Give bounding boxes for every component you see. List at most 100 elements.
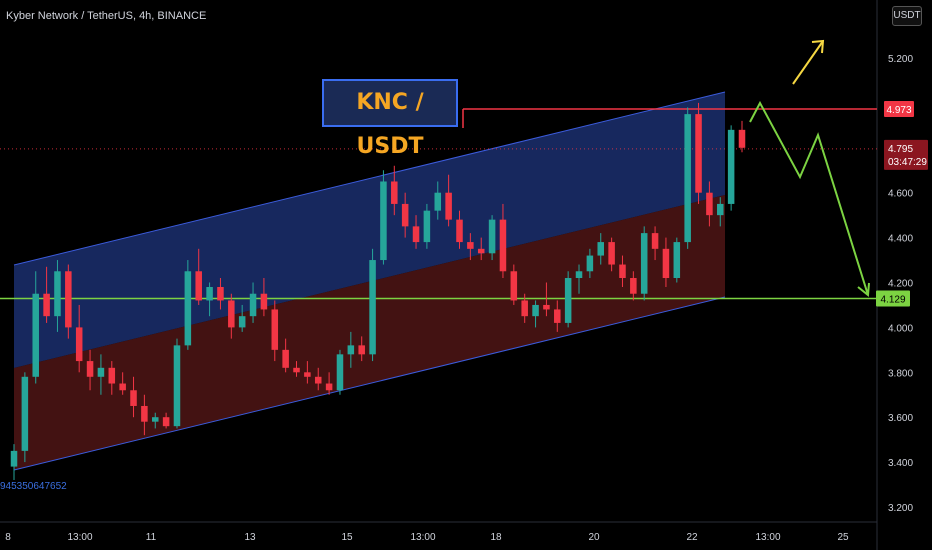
candle-body — [380, 181, 387, 261]
candle-body — [727, 129, 735, 204]
candle-body — [43, 293, 50, 317]
projection-path — [749, 100, 869, 296]
candle-body — [630, 278, 637, 294]
candle-body — [640, 233, 648, 294]
time-tick-label: 22 — [686, 532, 698, 543]
candles — [10, 102, 746, 481]
price-scale[interactable]: 5.200 4.600 4.400 4.200 4.000 3.800 3.600 3.400… — [888, 6, 921, 514]
candle-body — [575, 271, 583, 279]
price-tick-label: 3.200 — [888, 503, 913, 514]
price-tick-label: 4.200 — [888, 279, 913, 290]
symbol-header: Kyber Network / TetherUS, 4h, BINANCE — [6, 10, 207, 22]
candle-body — [141, 405, 148, 422]
price-tick-label: 3.600 — [888, 413, 913, 424]
candle-body — [456, 219, 463, 243]
resistance-price-tag — [884, 100, 914, 117]
candle-body — [162, 417, 170, 427]
candle-body — [706, 192, 713, 216]
time-tick-label: 13:00 — [410, 532, 435, 543]
currency-button[interactable]: USDT — [892, 6, 922, 26]
candle-body — [119, 383, 126, 391]
grid — [0, 0, 878, 550]
candle-body — [206, 286, 213, 301]
candle-body — [738, 129, 746, 148]
candle-body — [228, 300, 235, 328]
time-tick-label: 18 — [490, 532, 502, 543]
candle-body — [477, 248, 485, 254]
time-tick-label: 13:00 — [755, 532, 780, 543]
candle-body — [434, 192, 442, 211]
bottom-id-label: 9453506476​52 — [0, 481, 67, 492]
bullish-arrow — [792, 40, 824, 85]
candle-body — [673, 242, 681, 279]
candle-body — [532, 304, 539, 317]
candle-body — [412, 226, 420, 243]
price-tick-label: 4.000 — [888, 323, 913, 334]
candle-body — [249, 293, 257, 317]
time-tick-label: 25 — [837, 532, 849, 543]
last-price-label: 4.795 — [888, 144, 913, 155]
candle-body — [65, 271, 72, 328]
candle-body — [21, 376, 29, 451]
time-tick-label: 15 — [341, 532, 353, 543]
candle-body — [717, 203, 724, 216]
time-axis[interactable]: 8 13:00 11 13 15 13:00 18 20 22 13:00 25 — [5, 532, 849, 543]
countdown-label: 03:47:29 — [888, 157, 927, 168]
time-tick-label: 13 — [244, 532, 256, 543]
candle-body — [391, 181, 398, 204]
time-tick-label: 20 — [588, 532, 600, 543]
pair-annotation: KNC / USDT — [322, 79, 458, 159]
candle-body — [445, 192, 452, 220]
candle-body — [75, 327, 83, 362]
price-tick-label: 3.400 — [888, 458, 913, 469]
candle-body — [488, 219, 496, 254]
candle-body — [347, 345, 355, 355]
candle-body — [238, 316, 246, 328]
candle-body — [151, 417, 159, 422]
candle-body — [173, 345, 181, 427]
candle-body — [543, 304, 550, 310]
candle-body — [564, 278, 572, 323]
candle-body — [358, 345, 365, 355]
candle-body — [608, 242, 615, 265]
candle-body — [336, 354, 344, 391]
candle-body — [521, 300, 528, 317]
candle-body — [499, 219, 507, 272]
candle-body — [293, 367, 300, 373]
candle-body — [282, 349, 289, 368]
projection-arrows — [749, 39, 870, 297]
price-tick-label: 4.400 — [888, 234, 913, 245]
candle-body — [695, 114, 702, 193]
candle-body — [304, 372, 311, 377]
candle-body — [195, 271, 202, 301]
candle-body — [314, 376, 322, 384]
price-tick-label: 4.600 — [888, 189, 913, 200]
time-tick-label: 13:00 — [67, 532, 92, 543]
candle-body — [597, 242, 605, 256]
candle-body — [662, 248, 670, 279]
horizontal-levels — [0, 108, 877, 300]
candle-body — [130, 390, 137, 406]
candle-body — [54, 271, 61, 317]
time-tick-label: 8 — [5, 532, 11, 543]
candle-body — [586, 255, 594, 272]
time-tick-label: 11 — [146, 532, 157, 543]
support-price-tag — [876, 290, 910, 307]
channel-lower-line — [13, 296, 726, 471]
candle-body — [217, 286, 224, 301]
candle-body — [510, 271, 518, 301]
price-tags: 4.973 4.795 03:47:29 4.129 — [876, 100, 928, 307]
candle-body — [260, 293, 268, 310]
candle-body — [108, 367, 116, 384]
candle-body — [684, 114, 691, 243]
candle-body — [97, 367, 105, 377]
candle-body — [86, 361, 94, 377]
last-price-tag — [884, 139, 928, 170]
bullish-arrowhead — [811, 39, 825, 54]
channel-upper-line — [13, 91, 726, 266]
projection-arrowhead — [857, 282, 870, 297]
candle-body — [369, 260, 376, 355]
price-tick-label: 5.200 — [888, 54, 913, 65]
candle-body — [271, 309, 279, 350]
